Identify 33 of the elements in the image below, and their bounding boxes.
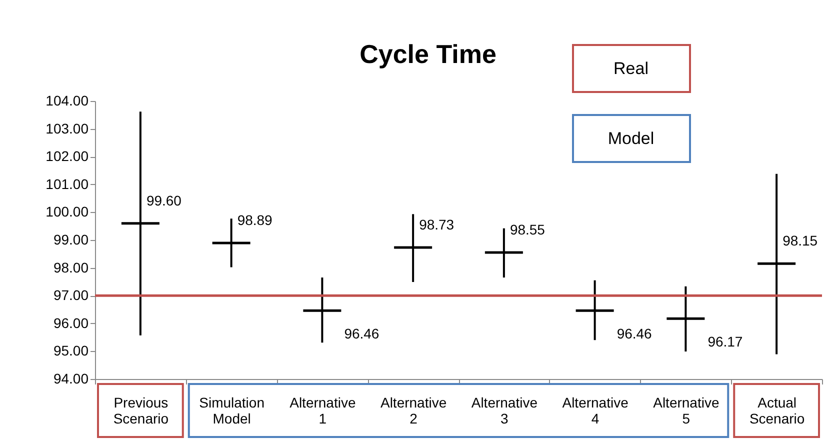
x-tick-label: Alternative 1 xyxy=(290,394,356,426)
y-tick-label: 103.00 xyxy=(46,120,89,136)
text: 96.46 xyxy=(344,326,380,342)
text: 96.46 xyxy=(616,326,652,342)
annotation: Model xyxy=(608,129,654,148)
candlestick xyxy=(665,285,706,352)
y-tick-label: 97.00 xyxy=(53,287,89,304)
y-tick-label: 102.00 xyxy=(46,148,89,164)
x-tick-label: Alternative 5 xyxy=(653,394,720,426)
x-tick-label: Alternative 3 xyxy=(471,394,538,426)
x-tick-label: Simulation Model xyxy=(199,394,264,426)
y-tick-label: 104.00 xyxy=(46,92,89,108)
text: 98.15 xyxy=(782,232,818,249)
x-tick-label: Previous Scenario xyxy=(113,394,169,426)
text: Real xyxy=(614,59,648,78)
x-tick-label: Alternative 2 xyxy=(380,394,447,426)
text: 98.73 xyxy=(419,216,454,233)
y-tick-label: 96.00 xyxy=(53,314,89,331)
y-tick-label: 101.00 xyxy=(46,176,89,192)
y-tick-label: 98.00 xyxy=(53,259,89,276)
y-tick-label: 100.00 xyxy=(46,204,89,220)
text: 96.17 xyxy=(708,334,743,350)
text: 99.60 xyxy=(146,192,182,208)
candlestick xyxy=(574,279,616,342)
x-tick-label: Alternative 4 xyxy=(562,394,629,426)
chart-title: Cycle Time xyxy=(360,39,496,69)
text: 98.89 xyxy=(237,212,272,228)
y-tick-label: 94.00 xyxy=(53,370,89,386)
x-tick-label: Actual Scenario xyxy=(749,394,805,426)
y-tick-label: 99.00 xyxy=(53,232,89,248)
candlestick xyxy=(302,276,342,344)
text: 98.55 xyxy=(510,222,545,238)
y-tick-label: 95.00 xyxy=(53,342,89,359)
